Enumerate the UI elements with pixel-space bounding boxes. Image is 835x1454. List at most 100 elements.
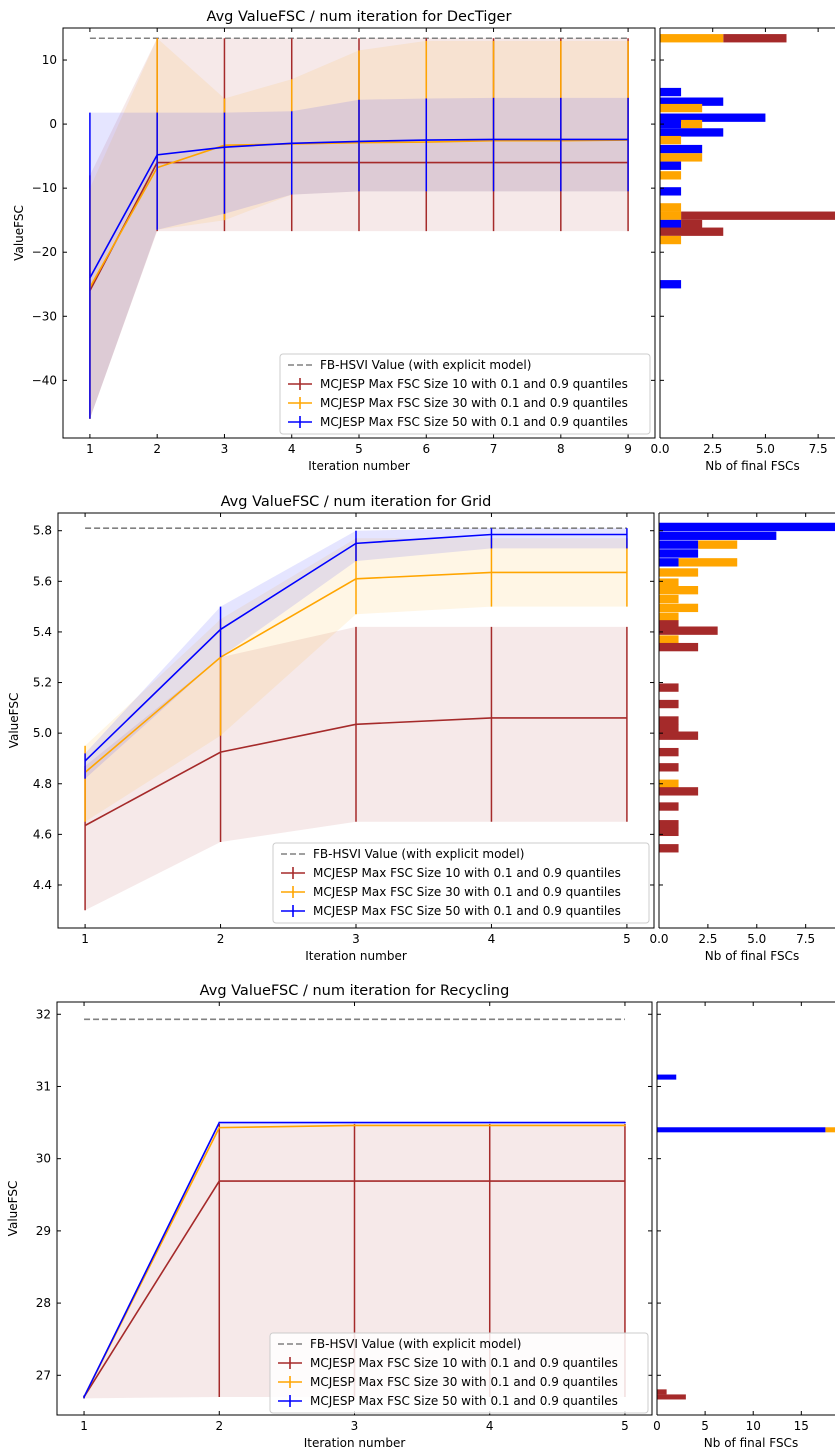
histogram-x-tick-label: 5 [701,1419,709,1433]
series-line [83,1124,625,1398]
histogram-panel: 0.0 2.5 5.0 7.5 Nb of final FSCs [650,27,835,473]
histogram-x-tick-label: 10 [746,1419,761,1433]
y-tick-label: 32 [36,1007,51,1021]
histogram-bar [657,1127,826,1133]
legend-label: MCJESP Max FSC Size 50 with 0.1 and 0.9 … [320,415,628,429]
histogram-bar [659,699,679,709]
histogram-bar [659,626,718,635]
histogram-bar [657,1394,686,1400]
histogram-bar [659,683,679,692]
histogram-bar [678,558,738,567]
histogram-x-tick-label: 7.5 [796,932,815,946]
chart-panel-2: Avg ValueFSC / num iteration for Grid 1 2 3… [7,494,835,963]
y-tick-label: 29 [36,1224,51,1238]
histogram-x-tick-label: 7.5 [809,442,828,456]
y-tick-label: −20 [32,245,57,259]
y-tick-label: 0 [49,117,57,131]
y-tick-label: 30 [36,1152,51,1166]
y-tick-label: 4.6 [33,827,52,841]
legend: FB-HSVI Value (with explicit model) MCJES… [272,842,650,924]
histogram-bar [660,153,703,162]
series-3 [84,528,628,779]
histogram-x-axis-label: Nb of final FSCs [704,1436,798,1450]
y-tick-label: 28 [36,1296,51,1310]
series-line [89,138,629,279]
histogram-bar [659,549,699,558]
histogram-bar [825,1127,835,1133]
histogram-panel: 0 5 10 15 Nb of final FSCs [653,1001,835,1450]
histogram-bar [659,586,699,595]
legend-label: MCJESP Max FSC Size 10 with 0.1 and 0.9 … [320,377,628,391]
histogram-bar [660,113,766,122]
x-tick-label: 5 [623,932,631,946]
histogram-bar [659,802,679,811]
legend-label: MCJESP Max FSC Size 50 with 0.1 and 0.9 … [313,904,621,918]
chart-title: Avg ValueFSC / num iteration for Grid [221,494,492,510]
y-tick-label: 5.6 [33,574,52,588]
histogram-bar [660,235,682,245]
histogram-bar [660,219,682,229]
x-tick-label: 1 [86,442,94,456]
histogram-bar [659,612,679,621]
histogram-bar [657,1074,677,1080]
histogram-bar [659,731,699,740]
y-tick-label: 5.0 [33,726,52,740]
x-tick-label: 8 [557,442,565,456]
histogram-bar [659,594,679,604]
histogram-bar [659,827,679,837]
histogram-x-tick-label: 0.0 [649,932,668,946]
x-tick-label: 3 [351,1419,359,1433]
series-3 [83,1121,626,1399]
x-axis-label: Iteration number [304,1436,406,1450]
histogram-bar [659,723,679,733]
x-tick-label: 4 [288,442,296,456]
legend-label: MCJESP Max FSC Size 30 with 0.1 and 0.9 … [310,1375,618,1389]
histogram-bar [660,128,724,137]
histogram-bar [681,119,703,129]
histogram-bar [659,844,679,853]
histogram-bar [659,779,679,788]
histogram-bar [660,103,703,113]
chart-title: Avg ValueFSC / num iteration for Recycli… [200,983,510,999]
histogram-bar [698,540,738,549]
histogram-bar [659,642,699,652]
histogram-bar [660,97,724,106]
legend: FB-HSVI Value (with explicit model) MCJES… [279,353,651,435]
histogram-bar [659,531,777,540]
series-line [83,1121,625,1398]
y-tick-label: 31 [36,1079,51,1093]
x-tick-label: 1 [81,932,89,946]
histogram-bar [660,87,682,97]
histogram-x-tick-label: 2.5 [703,442,722,456]
histogram-bar [660,203,682,212]
x-tick-label: 5 [621,1419,629,1433]
histogram-x-axis-label: Nb of final FSCs [705,459,799,473]
y-axis-label: ValueFSC [12,205,26,261]
y-tick-label: 4.4 [33,878,52,892]
legend-label: MCJESP Max FSC Size 10 with 0.1 and 0.9 … [313,866,621,880]
y-axis-label: ValueFSC [6,1181,20,1237]
x-tick-label: 2 [153,442,161,456]
histogram-bar [659,578,679,587]
legend-label: MCJESP Max FSC Size 10 with 0.1 and 0.9 … [310,1356,618,1370]
histogram-bar [659,747,679,757]
histogram-x-tick-label: 15 [794,1419,809,1433]
histogram-bar [660,280,682,289]
series-line [84,717,627,827]
legend-box [272,842,650,924]
histogram-bar [660,119,682,129]
y-tick-label: 4.8 [33,777,52,791]
x-tick-label: 6 [422,442,430,456]
chart-panel-1: Avg ValueFSC / num iteration for DecTige… [12,9,835,473]
legend-box [269,1332,649,1414]
x-axis-label: Iteration number [308,459,410,473]
x-tick-label: 4 [486,1419,494,1433]
y-axis-label: ValueFSC [7,693,21,749]
histogram-bar [659,568,699,577]
x-axis-label: Iteration number [305,949,407,963]
histogram-bar [659,603,699,613]
histogram-bar [660,171,682,180]
histogram-bar [659,787,699,796]
histogram-x-tick-label: 5.0 [756,442,775,456]
